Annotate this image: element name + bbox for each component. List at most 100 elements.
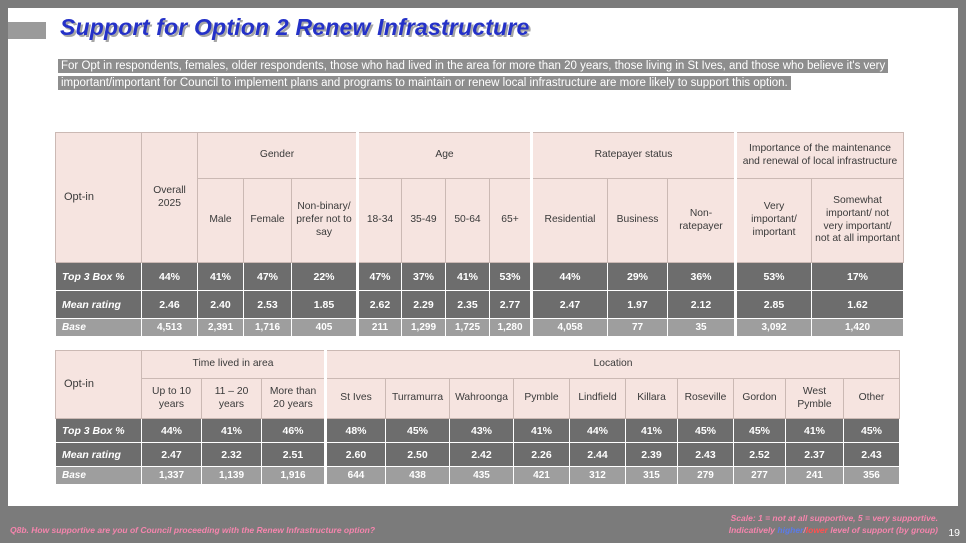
- data-cell: 2.32: [201, 442, 262, 467]
- column-header: Turramurra: [385, 378, 450, 419]
- data-cell: 35: [667, 318, 736, 337]
- legend-slash: /: [803, 525, 806, 536]
- data-cell: 2.37: [785, 442, 844, 467]
- data-cell: 4,513: [141, 318, 198, 337]
- data-cell: 2.47: [530, 290, 608, 319]
- column-group-header: Age: [356, 132, 532, 179]
- column-group-header: Location: [324, 350, 900, 379]
- data-cell: 41%: [513, 418, 570, 443]
- intro-text: For Opt in respondents, females, older r…: [58, 58, 916, 92]
- data-cell: 438: [385, 466, 450, 485]
- slide-canvas: Support for Option 2 Renew Infrastructur…: [8, 8, 958, 506]
- footnote-question: Q8b. How supportive are you of Council p…: [10, 525, 376, 535]
- data-cell: 4,058: [530, 318, 608, 337]
- column-header: Very important/ important: [734, 178, 812, 263]
- data-cell: 1,716: [243, 318, 292, 337]
- column-header: 35-49: [401, 178, 446, 263]
- data-cell: 1,725: [445, 318, 490, 337]
- data-cell: 41%: [197, 262, 244, 291]
- data-cell: 3,092: [734, 318, 812, 337]
- data-cell: 44%: [141, 262, 198, 291]
- data-cell: 1.97: [607, 290, 668, 319]
- data-cell: 44%: [530, 262, 608, 291]
- data-cell: 1,337: [141, 466, 202, 485]
- column-header: Roseville: [677, 378, 734, 419]
- data-cell: 37%: [401, 262, 446, 291]
- data-cell: 17%: [811, 262, 904, 291]
- row-label: Top 3 Box %: [55, 262, 142, 291]
- table-row: Base 1,337 1,139 1,916 644 438 435 421 312 315 279…: [55, 466, 900, 485]
- legend-lower: lower: [805, 525, 828, 536]
- data-cell: 1.85: [291, 290, 358, 319]
- data-cell: 2.46: [141, 290, 198, 319]
- data-cell: 36%: [667, 262, 736, 291]
- data-cell: 47%: [243, 262, 292, 291]
- row-label: Top 3 Box %: [55, 418, 142, 443]
- column-group-header: Overall 2025: [141, 132, 198, 263]
- table-row: Mean rating 2.47 2.32 2.51 2.60 2.50 2.42 2.26 2…: [55, 442, 900, 467]
- data-cell: 2.77: [489, 290, 532, 319]
- column-header: Up to 10 years: [141, 378, 202, 419]
- location-crosstab-section: Opt-in Time lived in area Location Up to 10…: [55, 350, 900, 485]
- data-cell: 45%: [677, 418, 734, 443]
- column-header: Residential: [530, 178, 608, 263]
- column-group-header: Ratepayer status: [530, 132, 736, 179]
- significance-legend: Indicatively higher/lower level of suppo…: [729, 525, 938, 537]
- data-cell: 2.43: [843, 442, 900, 467]
- data-cell: 43%: [449, 418, 514, 443]
- column-header: Female: [243, 178, 292, 263]
- data-cell: 2.44: [569, 442, 626, 467]
- data-cell: 44%: [569, 418, 626, 443]
- legend-higher: higher: [777, 525, 804, 536]
- data-cell: 41%: [625, 418, 678, 443]
- data-cell: 2.62: [356, 290, 402, 319]
- data-cell: 2.53: [243, 290, 292, 319]
- data-cell: 77: [607, 318, 668, 337]
- column-header: Business: [607, 178, 668, 263]
- column-header: Non-binary/ prefer not to say: [291, 178, 358, 263]
- scale-note: Scale: 1 = not at all supportive, 5 = ve…: [730, 513, 938, 524]
- data-cell: 41%: [785, 418, 844, 443]
- data-cell: 315: [625, 466, 678, 485]
- row-label: Mean rating: [55, 442, 142, 467]
- data-cell: 41%: [445, 262, 490, 291]
- legend-suffix: level of support (by group): [827, 525, 938, 536]
- column-header: 65+: [489, 178, 532, 263]
- data-cell: 2,391: [197, 318, 244, 337]
- data-cell: 1,139: [201, 466, 262, 485]
- row-label: Mean rating: [55, 290, 142, 319]
- crosstab-table-location: Opt-in Time lived in area Location Up to 10…: [55, 350, 900, 485]
- data-cell: 2.85: [734, 290, 812, 319]
- data-cell: 2.60: [324, 442, 386, 467]
- legend-prefix: Indicatively: [728, 525, 778, 536]
- data-cell: 48%: [324, 418, 386, 443]
- data-cell: 2.52: [733, 442, 786, 467]
- column-header: 50-64: [445, 178, 490, 263]
- data-cell: 53%: [734, 262, 812, 291]
- column-header: 11 – 20 years: [201, 378, 262, 419]
- slide-title: Support for Option 2 Renew Infrastructur…: [60, 14, 530, 40]
- column-header: Pymble: [513, 378, 570, 419]
- intro-highlighted-text: For Opt in respondents, females, older r…: [58, 59, 889, 90]
- data-cell: 211: [356, 318, 402, 337]
- data-cell: 1,420: [811, 318, 904, 337]
- data-cell: 435: [449, 466, 514, 485]
- row-label: Base: [55, 466, 142, 485]
- data-cell: 277: [733, 466, 786, 485]
- column-header: Wahroonga: [449, 378, 514, 419]
- column-header: St Ives: [324, 378, 386, 419]
- data-cell: 1,299: [401, 318, 446, 337]
- column-header: Other: [843, 378, 900, 419]
- data-cell: 53%: [489, 262, 532, 291]
- data-cell: 2.47: [141, 442, 202, 467]
- data-cell: 421: [513, 466, 570, 485]
- column-header: Male: [197, 178, 244, 263]
- table-row: Top 3 Box % 44% 41% 46% 48% 45% 43% 41% 44% 41% 45…: [55, 418, 900, 443]
- data-cell: 46%: [261, 418, 326, 443]
- column-header: West Pymble: [785, 378, 844, 419]
- column-group-header: Gender: [197, 132, 358, 179]
- logo-placeholder: [8, 22, 46, 39]
- data-cell: 44%: [141, 418, 202, 443]
- column-header: Non-ratepayer: [667, 178, 736, 263]
- data-cell: 1.62: [811, 290, 904, 319]
